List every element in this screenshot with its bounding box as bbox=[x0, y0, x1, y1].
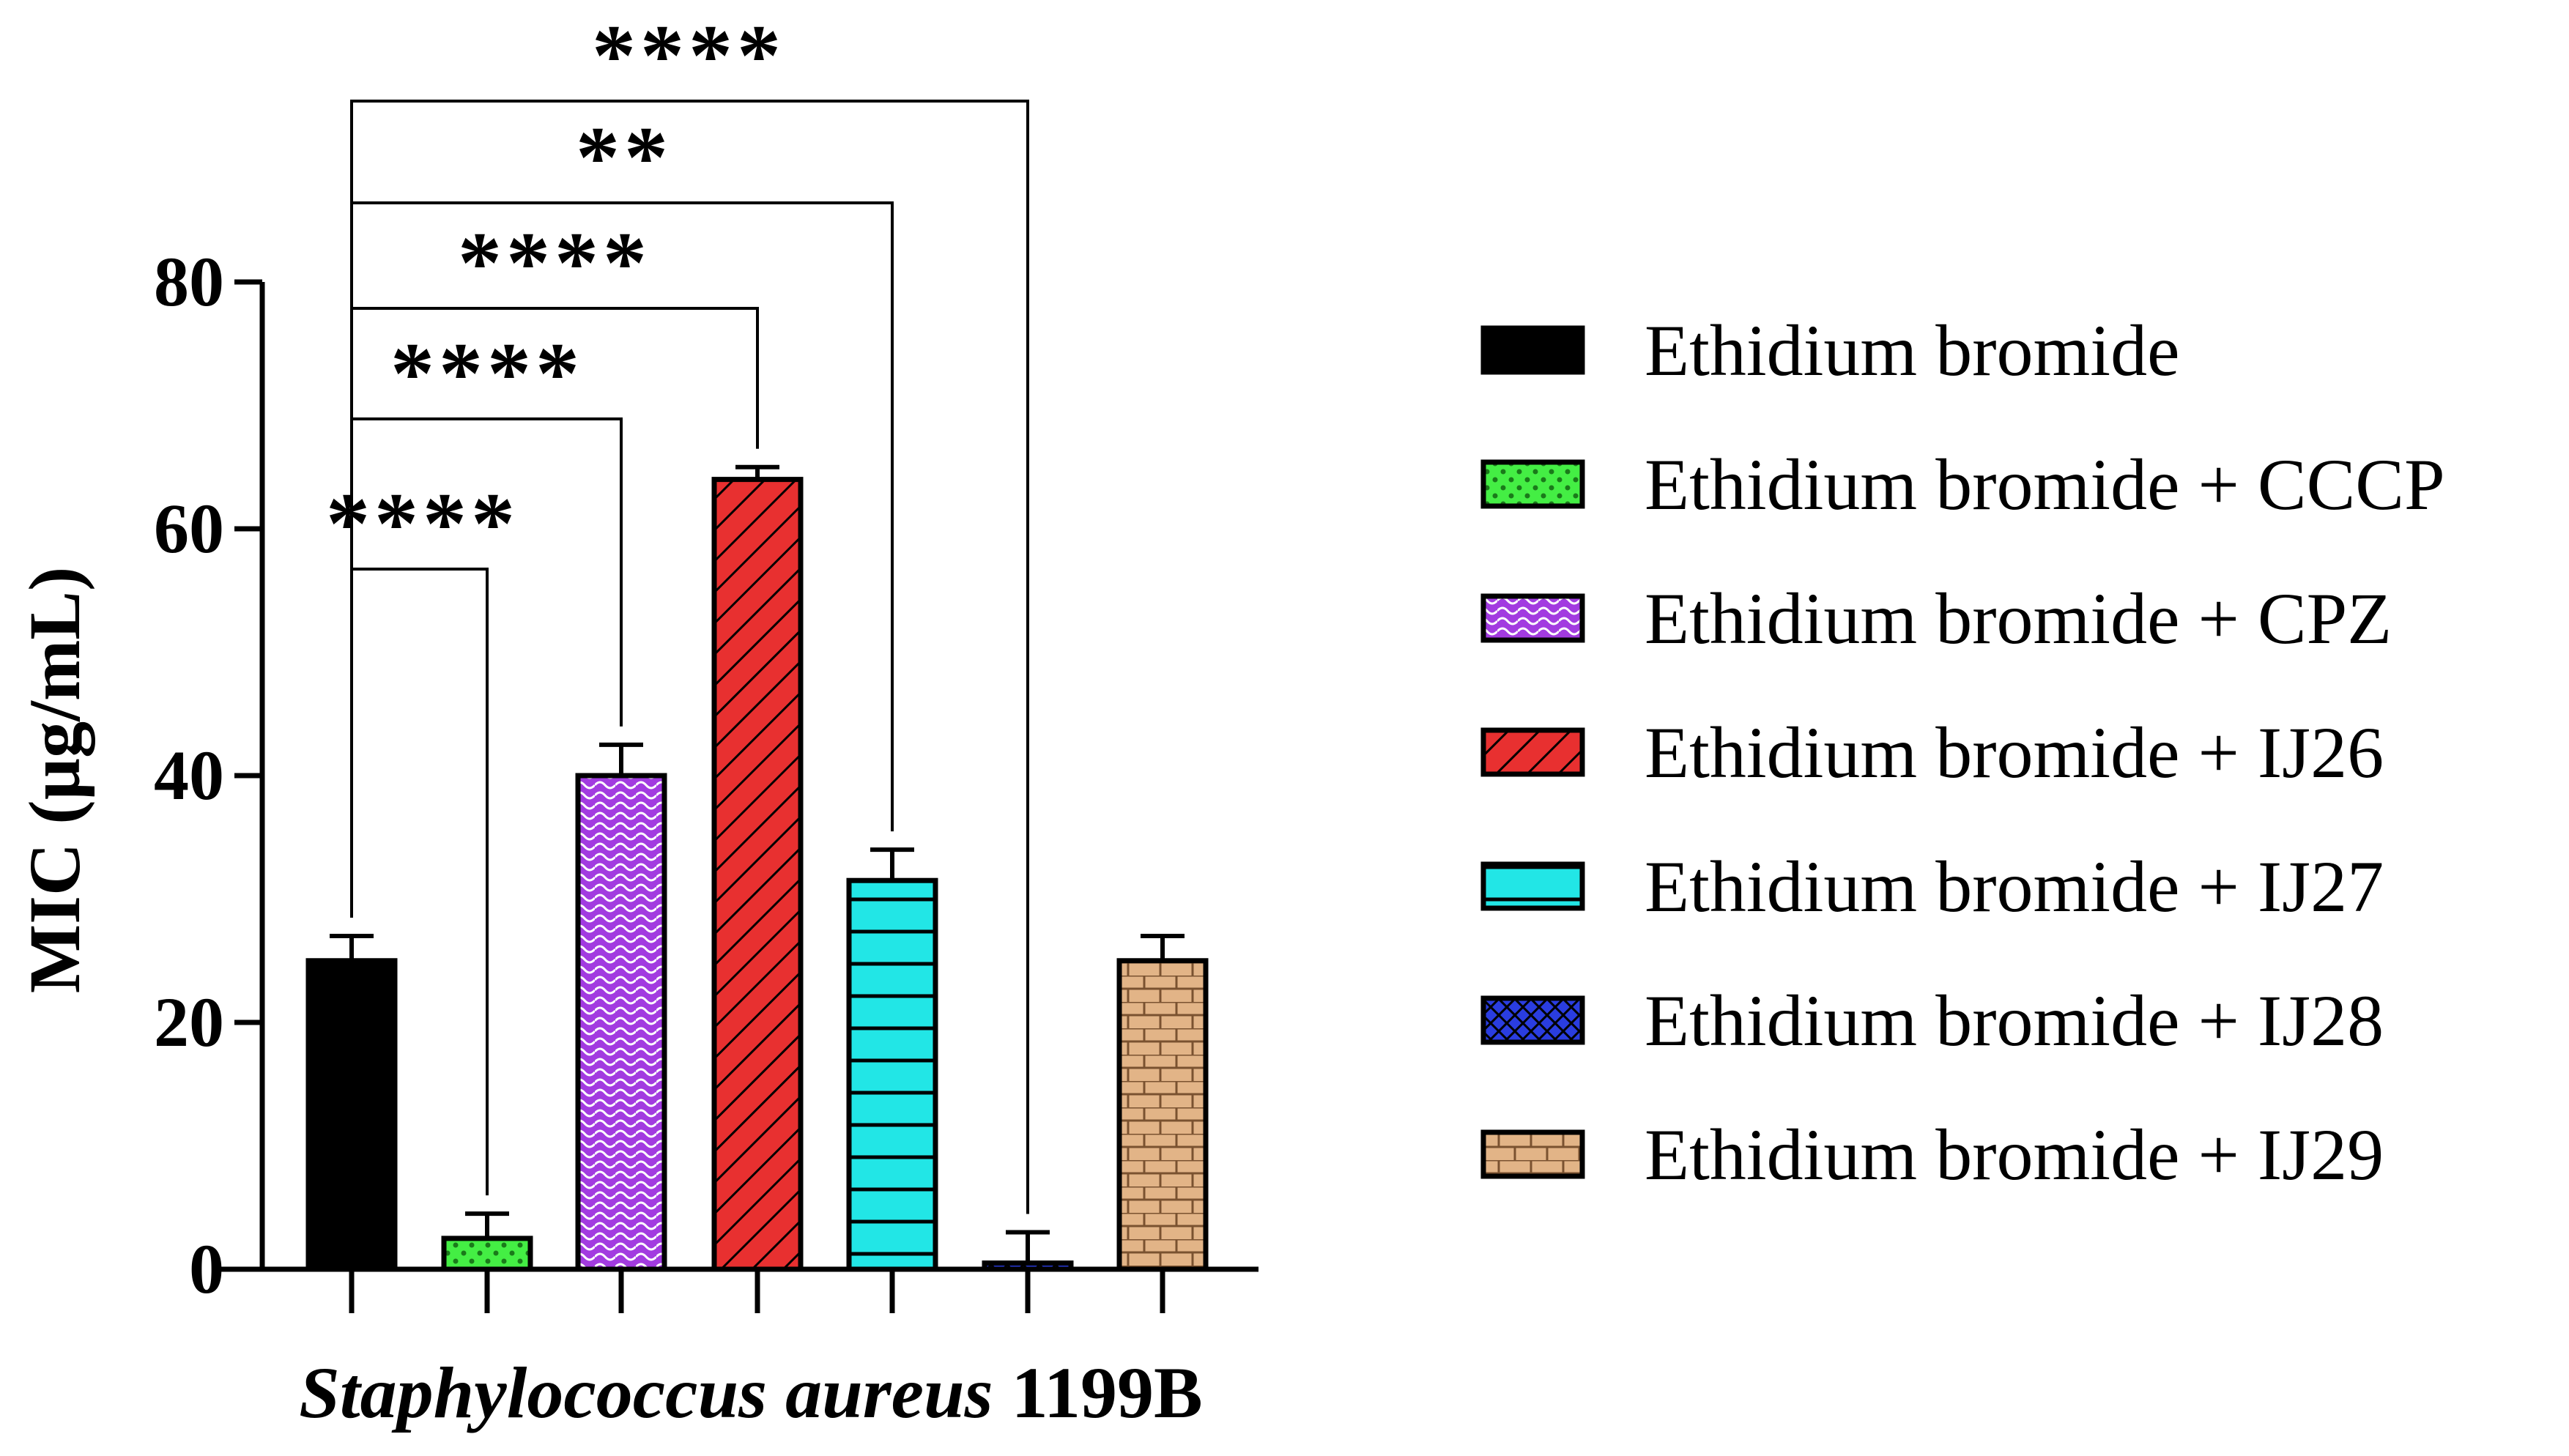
legend-swatch bbox=[1480, 727, 1585, 777]
x-axis-title: Staphylococcus aureus 1199B bbox=[299, 1352, 1203, 1433]
significance-label: **** bbox=[326, 475, 519, 572]
y-tick-label: 0 bbox=[189, 1230, 224, 1308]
legend-swatch bbox=[1480, 459, 1585, 509]
legend-swatch bbox=[1480, 593, 1585, 643]
bar bbox=[846, 877, 938, 1272]
bar bbox=[441, 1236, 533, 1272]
legend-swatch bbox=[1480, 1129, 1585, 1179]
bar bbox=[982, 1260, 1074, 1272]
legend-label: Ethidium bromide bbox=[1645, 310, 2179, 391]
bar bbox=[305, 958, 398, 1272]
bar bbox=[575, 773, 667, 1272]
y-tick-label: 60 bbox=[154, 489, 224, 568]
legend-label: Ethidium bromide + IJ29 bbox=[1645, 1114, 2384, 1195]
bar bbox=[1116, 958, 1209, 1272]
legend-swatch bbox=[1480, 325, 1585, 375]
legend-swatch bbox=[1480, 995, 1585, 1045]
legend-label: Ethidium bromide + IJ26 bbox=[1645, 712, 2384, 793]
y-tick-label: 80 bbox=[154, 242, 224, 321]
bar bbox=[711, 477, 804, 1272]
legend-label: Ethidium bromide + CCCP bbox=[1645, 444, 2445, 525]
legend-label: Ethidium bromide + IJ27 bbox=[1645, 846, 2384, 927]
legend-label: Ethidium bromide + IJ28 bbox=[1645, 980, 2384, 1061]
y-tick-label: 40 bbox=[154, 736, 224, 814]
y-axis-title: MIC (µg/mL) bbox=[14, 567, 95, 994]
significance-label: ** bbox=[576, 108, 672, 206]
significance-label: **** bbox=[390, 324, 584, 422]
significance-label: **** bbox=[592, 7, 785, 104]
significance-label: **** bbox=[458, 214, 651, 311]
legend-swatch bbox=[1480, 861, 1585, 911]
legend-label: Ethidium bromide + CPZ bbox=[1645, 578, 2392, 659]
significance-bracket bbox=[350, 100, 1029, 1214]
x-axis-title-rest: 1199B bbox=[993, 1352, 1203, 1433]
legend: Ethidium bromide Ethidium bromide + CCCP E… bbox=[1480, 310, 2445, 1195]
y-tick-label: 20 bbox=[154, 983, 224, 1061]
x-axis-title-italic: Staphylococcus aureus bbox=[299, 1352, 993, 1433]
